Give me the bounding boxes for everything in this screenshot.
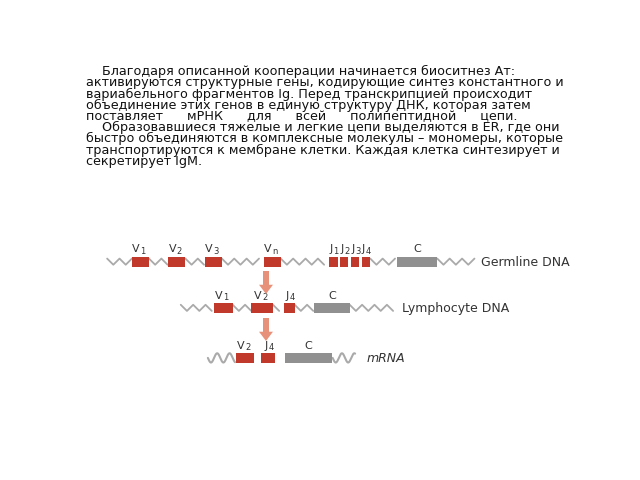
Text: транспортируются к мембране клетки. Каждая клетка синтезирует и: транспортируются к мембране клетки. Кажд… [86,144,560,156]
Text: V: V [205,244,212,254]
Bar [236,353,254,363]
Bar [263,271,269,285]
Polygon shape [259,332,273,341]
Text: 4: 4 [289,293,294,302]
Bar [314,303,349,313]
Text: C: C [328,290,336,300]
Text: V: V [237,341,244,350]
Text: 3: 3 [355,247,360,256]
Text: 1: 1 [223,293,228,302]
Text: V: V [168,244,176,254]
Text: вариабельного фрагментов Ig. Перед транскрипцией происходит: вариабельного фрагментов Ig. Перед транс… [86,88,532,101]
Text: J: J [330,244,333,254]
Text: V: V [215,290,223,300]
Text: активируются структурные гены, кодирующие синтез константного и: активируются структурные гены, кодирующи… [86,76,564,89]
Bar [285,353,332,363]
Bar [214,303,233,313]
Text: Благодаря описанной кооперации начинается биоситнез Ат:: Благодаря описанной кооперации начинаетс… [86,65,515,78]
Text: 2: 2 [245,343,250,352]
Text: поставляет      мРНК      для      всей      полипептидной      цепи.: поставляет мРНК для всей полипептидной ц… [86,110,518,123]
Bar [261,353,275,363]
Text: секретирует IgM.: секретирует IgM. [86,155,202,168]
Text: Образовавшиеся тяжелые и легкие цепи выделяются в ER, где они: Образовавшиеся тяжелые и легкие цепи выд… [86,121,560,134]
Text: 2: 2 [262,293,268,302]
Text: 1: 1 [333,247,339,256]
Text: 4: 4 [366,247,371,256]
Polygon shape [259,285,273,294]
Text: J: J [285,290,289,300]
Text: n: n [272,247,278,256]
Text: 2: 2 [344,247,349,256]
Text: 4: 4 [268,343,273,352]
Bar [263,318,269,332]
Text: C: C [305,341,312,350]
Text: C: C [413,244,421,254]
Bar [168,257,186,267]
Text: 2: 2 [177,247,182,256]
Text: V: V [253,290,261,300]
Bar [329,257,338,267]
Bar [252,303,273,313]
Text: 1: 1 [140,247,146,256]
Text: V: V [132,244,140,254]
Bar [340,257,348,267]
Bar [264,257,281,267]
Bar [397,257,437,267]
Text: объединение этих генов в единую структуру ДНК, которая затем: объединение этих генов в единую структур… [86,99,531,112]
Bar [351,257,359,267]
Text: 3: 3 [213,247,219,256]
Text: J: J [351,244,355,254]
Text: J: J [340,244,344,254]
Text: быстро объединяются в комплексные молекулы – мономеры, которые: быстро объединяются в комплексные молеку… [86,132,563,145]
Text: J: J [264,341,268,350]
Bar [205,257,222,267]
Bar [284,303,294,313]
Text: J: J [362,244,365,254]
Bar [362,257,370,267]
Text: V: V [264,244,271,254]
Bar [132,257,149,267]
Text: mRNA: mRNA [367,352,405,365]
Text: Lymphocyte DNA: Lymphocyte DNA [402,302,509,315]
Text: Germline DNA: Germline DNA [481,256,570,269]
